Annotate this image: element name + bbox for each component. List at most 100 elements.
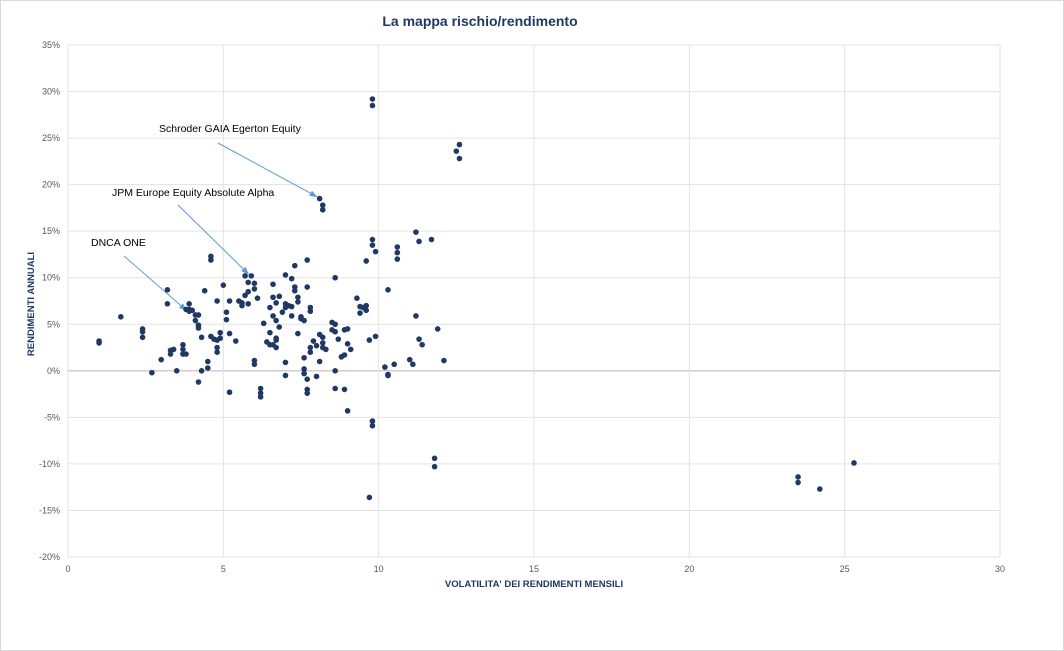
data-point [795, 479, 801, 486]
data-point [214, 344, 220, 351]
data-point [217, 335, 224, 342]
data-point [245, 300, 251, 307]
data-point [239, 300, 245, 306]
y-tick-label: 5% [47, 319, 60, 329]
data-point [270, 294, 276, 301]
data-point [363, 258, 370, 264]
y-tick-label: -20% [39, 552, 60, 562]
data-point [251, 286, 258, 292]
data-point [354, 295, 360, 302]
data-point [282, 359, 289, 366]
data-point [344, 408, 351, 414]
data-point [217, 329, 224, 336]
data-point [441, 357, 447, 364]
y-axis-title: RENDIMENTI ANNUALI [26, 252, 37, 356]
annotation-arrow [217, 142, 318, 198]
x-tick-label: 5 [221, 564, 226, 574]
data-point [456, 155, 463, 162]
data-point [273, 344, 279, 351]
data-point [382, 364, 388, 370]
data-point [291, 287, 298, 294]
data-point [226, 389, 233, 396]
y-tick-label: 20% [42, 180, 60, 190]
data-point [307, 349, 314, 356]
data-point [242, 292, 248, 299]
data-point [304, 257, 311, 263]
annotation-arrow [123, 255, 187, 311]
data-point [260, 320, 267, 327]
data-point [410, 361, 416, 368]
y-tick-label: 35% [42, 40, 60, 50]
data-point [158, 356, 164, 363]
data-point [304, 376, 311, 382]
data-point [363, 302, 370, 309]
data-point [201, 287, 208, 294]
data-point [273, 300, 279, 306]
data-point [307, 308, 314, 315]
annotation-label: JPM Europe Equity Absolute Alpha [112, 187, 274, 199]
data-point [341, 352, 348, 358]
data-point [295, 294, 301, 301]
x-tick-label: 0 [65, 564, 70, 574]
data-point [180, 346, 186, 353]
data-point [251, 357, 258, 364]
data-point [139, 328, 146, 335]
data-point [394, 249, 401, 256]
data-point [254, 295, 261, 302]
data-point [369, 418, 376, 424]
gridlines [67, 44, 1001, 558]
data-point [301, 354, 307, 361]
data-point [183, 351, 189, 357]
x-tick-label: 15 [529, 564, 539, 574]
data-point [366, 337, 373, 343]
x-tick-label: 30 [995, 564, 1005, 574]
data-point [323, 346, 329, 353]
data-point [369, 96, 376, 102]
data-point [301, 317, 307, 324]
data-point [276, 293, 283, 300]
y-tick-label: -15% [39, 505, 60, 515]
data-point [257, 394, 264, 400]
x-tick-label: 20 [684, 564, 694, 574]
annotation-label: DNCA ONE [91, 237, 146, 249]
data-point [406, 356, 413, 363]
x-tick-label: 25 [840, 564, 850, 574]
data-point [394, 244, 401, 250]
data-point [208, 253, 214, 260]
data-point [273, 337, 279, 343]
data-point [456, 141, 463, 148]
data-point [214, 349, 220, 356]
data-point [363, 307, 370, 314]
data-point [226, 298, 233, 304]
data-point [851, 460, 857, 466]
data-point [245, 279, 251, 286]
data-point [416, 336, 422, 342]
data-point [195, 312, 202, 318]
data-point [434, 326, 441, 332]
data-point [335, 336, 342, 342]
data-point [180, 341, 186, 348]
y-tick-label: 0% [47, 366, 60, 376]
data-point [232, 338, 239, 344]
data-point [413, 313, 419, 319]
data-point [273, 317, 279, 324]
data-point [198, 334, 205, 341]
data-point [149, 369, 155, 376]
data-point [431, 463, 438, 470]
data-point [192, 317, 199, 324]
data-point [270, 313, 276, 319]
data-point [319, 334, 326, 341]
data-point [369, 242, 376, 248]
data-point [372, 333, 379, 340]
annotation-label: Schroder GAIA Egerton Equity [159, 123, 302, 135]
data-point [288, 303, 295, 310]
data-point [795, 474, 801, 480]
data-point [428, 236, 435, 243]
data-point [385, 287, 391, 293]
data-point [220, 282, 227, 288]
data-point [332, 274, 338, 281]
data-points [96, 96, 857, 501]
data-point [357, 310, 363, 316]
